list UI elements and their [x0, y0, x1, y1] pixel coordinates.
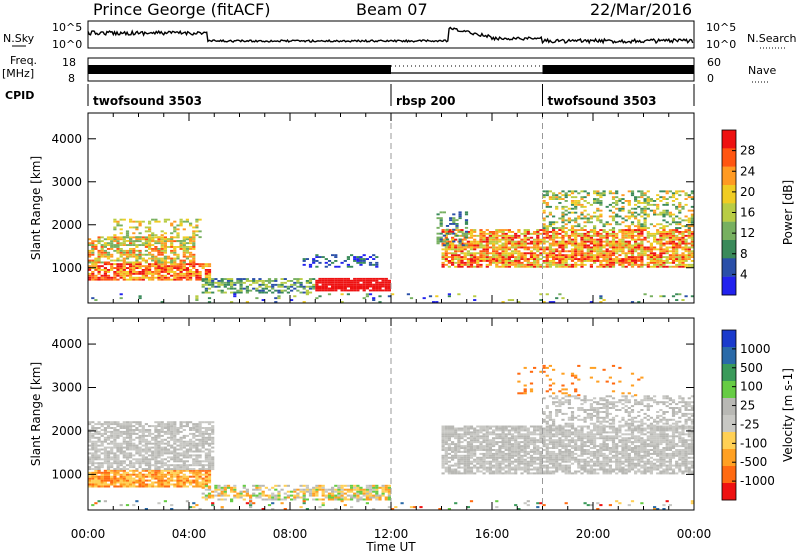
colorbar-tick-label: 16	[740, 206, 755, 220]
colorbar-tick-label: 24	[740, 164, 755, 178]
beam-title: Beam 07	[356, 0, 428, 19]
station-title: Prince George (fitACF)	[93, 0, 271, 19]
colorbar-label: Power [dB]	[781, 180, 795, 245]
freq-trace	[88, 65, 694, 74]
colorbar-tick-label: 1000	[740, 342, 771, 356]
colorbar-tick-label: 25	[740, 399, 755, 413]
x-tick-labels: 00:00 04:00 08:00 12:00 16:00 20:00 00:00	[71, 527, 712, 541]
colorbar-swatch	[722, 130, 736, 149]
cpid-segments: twofsound 3503 rbsp 200 twofsound 3503	[93, 84, 656, 108]
power-panel: 1000 2000 3000 4000 Slant Range [km]	[29, 112, 695, 304]
freq-tick-top: 18	[62, 56, 76, 69]
colorbar-tick-label: -25	[740, 417, 760, 431]
colorbar-swatch	[722, 347, 736, 365]
colorbar-swatch	[722, 381, 736, 399]
nsearch-tick-bottom: 10^0	[706, 38, 736, 51]
nsky-frame	[87, 20, 695, 49]
colorbar-tick-label: 100	[740, 380, 763, 394]
x-tick-label: 04:00	[172, 527, 207, 541]
y-tick-label: 2000	[51, 218, 82, 232]
freq-bar-twofsound-2	[542, 65, 694, 74]
colorbar-swatch	[722, 449, 736, 467]
x-tick-label: 16:00	[475, 527, 510, 541]
velocity-colorbar: 1000 500 100 25 -25 -100 -500 -1000 Velocity [m …	[721, 329, 795, 501]
colorbar-swatch	[722, 185, 736, 204]
colorbar-swatch	[722, 258, 736, 277]
colorbar-tick-label: 28	[740, 144, 755, 158]
colorbar-label: Velocity [m s-1]	[781, 368, 795, 462]
colorbar-swatch	[722, 398, 736, 416]
colorbar-swatch	[722, 432, 736, 450]
colorbar-tick-label: 500	[740, 361, 763, 375]
y-tick-label: 2000	[51, 424, 82, 438]
y-tick-label: 4000	[51, 132, 82, 146]
colorbar-swatch	[722, 240, 736, 259]
y-tick-label: 1000	[51, 467, 82, 481]
freq-tick-bottom: 8	[68, 72, 75, 85]
x-tick-label: 08:00	[273, 527, 308, 541]
colorbar-swatch	[722, 483, 736, 501]
y-axis-label: Slant Range [km]	[29, 156, 43, 260]
cpid-segment-label: rbsp 200	[396, 94, 455, 108]
nsky-label: N.Sky	[3, 32, 35, 45]
vel-cells	[88, 364, 694, 510]
nave-label: Nave	[748, 64, 776, 77]
colorbar-tick-label: -100	[740, 436, 767, 450]
nsky-trace	[87, 26, 694, 45]
date-title: 22/Mar/2016	[590, 0, 692, 19]
nsearch-label: N.Search	[747, 32, 797, 45]
colorbar-swatch	[722, 276, 736, 296]
nsearch-tick-top: 10^5	[706, 21, 736, 34]
freq-unit: [MHz]	[2, 67, 34, 80]
colorbar-swatch	[722, 466, 736, 484]
nsky-tick-top: 10^5	[52, 21, 82, 34]
colorbar-tick-label: 20	[740, 185, 755, 199]
cpid-segment-label: twofsound 3503	[548, 94, 657, 108]
cpid-segment-label: twofsound 3503	[93, 94, 202, 108]
velocity-panel: 1000 2000 3000 4000 Slant Range [km]	[29, 317, 695, 511]
colorbar-swatch	[722, 221, 736, 241]
power-cells	[88, 190, 694, 303]
colorbar-tick-label: 12	[740, 226, 755, 240]
nave-tick-bottom: 0	[707, 72, 714, 85]
y-tick-label: 3000	[51, 175, 82, 189]
y-tick-label: 3000	[51, 381, 82, 395]
x-axis-label: Time UT	[365, 540, 416, 554]
x-tick-label: 00:00	[677, 527, 712, 541]
x-tick-label: 12:00	[374, 527, 409, 541]
colorbar-swatch	[722, 364, 736, 382]
colorbar-tick-label: -1000	[740, 474, 775, 488]
freq-bar-twofsound-1	[88, 65, 391, 74]
freq-label: Freq.	[10, 54, 37, 67]
y-axis-label: Slant Range [km]	[29, 362, 43, 466]
colorbar-frame	[721, 329, 737, 501]
colorbar-swatch	[722, 166, 736, 186]
y-tick-label: 1000	[51, 261, 82, 275]
colorbar-swatch	[722, 148, 736, 167]
power-colorbar: 28 24 20 16 12 8 4 Power [dB]	[721, 129, 795, 296]
x-tick-label: 20:00	[576, 527, 611, 541]
x-tick-label: 00:00	[71, 527, 106, 541]
nsky-line	[87, 26, 694, 45]
nsky-tick-bottom: 10^0	[52, 38, 82, 51]
colorbar-swatch	[722, 203, 736, 222]
y-tick-label: 4000	[51, 337, 82, 351]
colorbar-swatch	[722, 415, 736, 433]
colorbar-tick-label: -500	[740, 455, 767, 469]
colorbar-swatch	[722, 330, 736, 348]
colorbar-tick-label: 4	[740, 267, 748, 281]
cpid-label: CPID	[5, 89, 34, 102]
nave-tick-top: 60	[707, 56, 721, 69]
colorbar-tick-label: 8	[740, 247, 748, 261]
